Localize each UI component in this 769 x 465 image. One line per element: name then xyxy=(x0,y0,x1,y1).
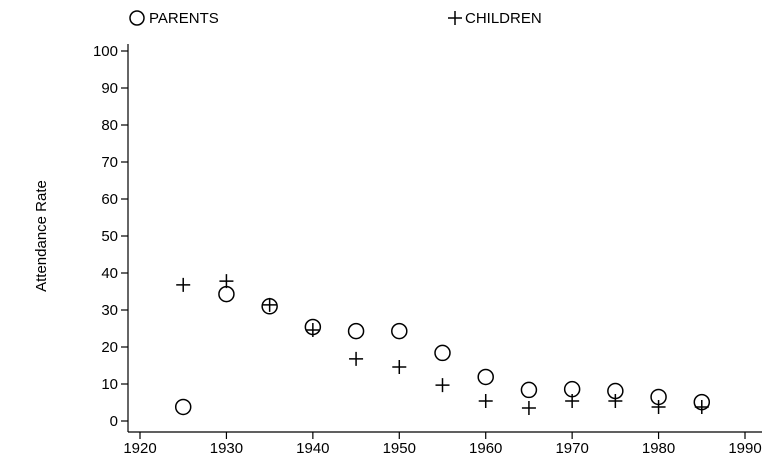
point xyxy=(477,368,494,386)
point xyxy=(435,378,450,393)
x-tick-label: 1920 xyxy=(123,440,156,457)
x-tick-label: 1930 xyxy=(210,440,243,457)
y-tick-label: 50 xyxy=(101,228,118,245)
legend-label: CHILDREN xyxy=(465,10,542,27)
legend-marker xyxy=(448,11,462,25)
y-axis-label: Attendance Rate xyxy=(33,180,50,292)
point xyxy=(694,399,709,414)
x-tick-label: 1960 xyxy=(469,440,502,457)
y-tick-label: 70 xyxy=(101,154,118,171)
point xyxy=(651,399,666,414)
point xyxy=(262,297,277,312)
y-tick-label: 90 xyxy=(101,80,118,97)
point xyxy=(174,398,192,416)
legend-label: PARENTS xyxy=(149,10,219,27)
x-tick-label: 1970 xyxy=(555,440,588,457)
y-tick-label: 80 xyxy=(101,117,118,134)
x-tick-label: 1950 xyxy=(383,440,416,457)
legend-marker xyxy=(129,10,145,26)
y-tick-label: 40 xyxy=(101,265,118,282)
point xyxy=(218,285,235,303)
point xyxy=(520,381,538,399)
point xyxy=(347,322,365,340)
y-tick-label: 100 xyxy=(93,43,118,60)
x-tick-label: 1990 xyxy=(728,440,761,457)
point xyxy=(565,394,580,409)
y-tick-label: 0 xyxy=(110,413,118,430)
point xyxy=(349,351,364,366)
y-tick-label: 10 xyxy=(101,376,118,393)
x-tick-label: 1980 xyxy=(642,440,675,457)
point xyxy=(392,359,407,374)
point xyxy=(521,401,536,416)
x-tick-label: 1940 xyxy=(296,440,329,457)
y-tick-label: 30 xyxy=(101,302,118,319)
point xyxy=(434,344,451,362)
y-tick-label: 60 xyxy=(101,191,118,208)
point xyxy=(305,322,320,337)
point xyxy=(391,322,408,340)
point xyxy=(219,274,234,289)
point xyxy=(478,394,493,409)
point xyxy=(176,277,191,292)
y-tick-label: 20 xyxy=(101,339,118,356)
point xyxy=(608,394,623,409)
